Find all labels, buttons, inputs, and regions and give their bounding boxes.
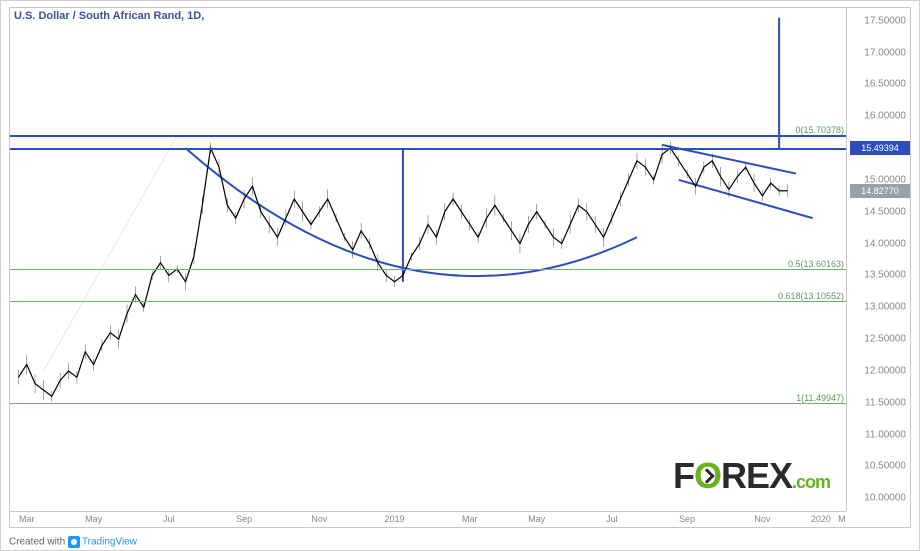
y-tick-label: 16.00000 [864,111,906,122]
fib-label: 1(11.49947) [796,393,844,403]
fib-line [10,301,846,302]
y-tick-label: 12.00000 [864,365,906,376]
y-tick-label: 13.50000 [864,270,906,281]
chart-area: U.S. Dollar / South African Rand, 1D, 0(… [9,7,911,528]
footer-prefix: Created with [9,537,68,548]
y-tick-label: 13.00000 [864,302,906,313]
chart-title: U.S. Dollar / South African Rand, 1D, [14,10,204,22]
x-axis: Mar May Jul Sep Nov 2019 Mar May Jul Sep Nov 2020 M [10,511,846,527]
y-axis: 17.50000 17.00000 16.50000 16.00000 15.49394… [846,8,910,511]
x-tick-label: Jul [163,514,175,524]
forex-logo: FOREX.com [673,455,830,497]
fib-label: 0.618(13.10552) [778,291,844,301]
x-tick-label: Sep [236,514,252,524]
y-tick-label: 14.00000 [864,238,906,249]
y-tick-label: 14.50000 [864,206,906,217]
fib-line [10,269,846,270]
logo-arrow-icon: O [694,455,721,497]
fib-label: 0.5(13.60163) [788,259,844,269]
x-tick-label: 2020 [811,514,831,524]
y-tick-label: 10.00000 [864,493,906,504]
tradingview-icon [68,536,80,548]
y-tick-label: 12.50000 [864,334,906,345]
last-close-badge: 14.82770 [850,184,910,198]
y-tick-label: 11.00000 [865,429,906,440]
fib-label: 0(15.70378) [795,125,844,135]
x-tick-label: Mar [19,514,35,524]
x-tick-label: 2019 [385,514,405,524]
footer-brand[interactable]: TradingView [82,537,137,548]
y-tick-label: 11.50000 [865,397,906,408]
y-tick-label: 17.00000 [864,47,906,58]
x-tick-label: Nov [311,514,327,524]
x-tick-label: May [528,514,545,524]
chart-container: U.S. Dollar / South African Rand, 1D, 0(… [0,0,920,551]
logo-text-f: F [673,455,694,496]
y-tick-label: 16.50000 [864,79,906,90]
plot-region[interactable]: 0(15.70378) 0.5(13.60163) 0.618(13.10552) 1… [10,8,846,511]
x-tick-label: M [838,514,846,524]
x-tick-label: Sep [679,514,695,524]
logo-text-rex: REX [721,455,792,496]
fib-line [10,403,846,404]
y-tick-label: 17.50000 [864,15,906,26]
x-tick-label: Mar [462,514,478,524]
footer-attribution: Created with TradingView [9,536,137,548]
resistance-line [10,135,846,137]
chart-svg [10,8,846,511]
current-price-badge: 15.49394 [850,141,910,155]
x-tick-label: Nov [754,514,770,524]
x-tick-label: Jul [606,514,618,524]
x-tick-label: May [85,514,102,524]
y-tick-label: 10.50000 [864,461,906,472]
resistance-line [10,148,846,150]
logo-suffix: .com [792,472,830,492]
